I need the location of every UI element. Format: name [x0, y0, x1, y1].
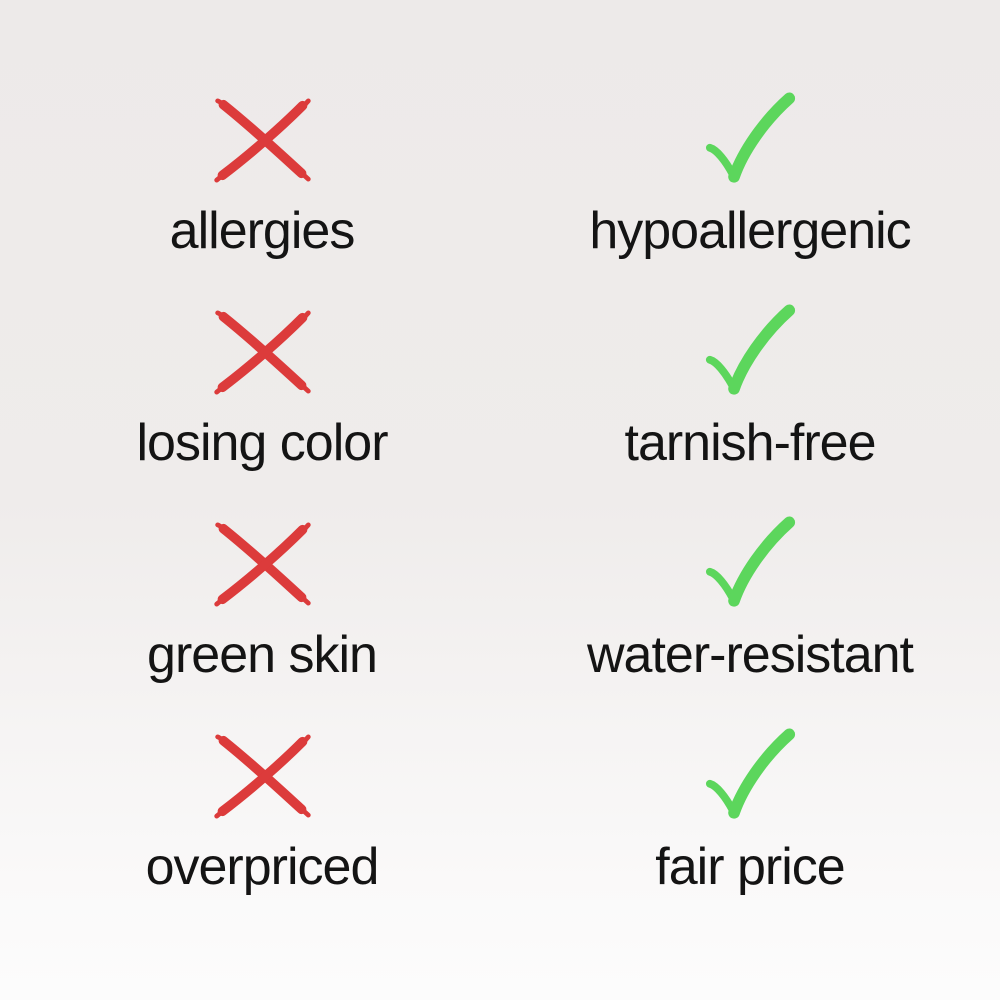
check-icon [704, 515, 797, 613]
negative-item: allergies [12, 92, 512, 304]
positive-item: water-resistant [500, 516, 1000, 728]
positive-item: tarnish-free [500, 304, 1000, 516]
cross-icon [210, 309, 315, 395]
positive-label: fair price [655, 838, 845, 896]
comparison-row: green skin water-resistant [0, 516, 1000, 728]
negative-item: losing color [12, 304, 512, 516]
positive-label: hypoallergenic [589, 202, 911, 260]
positive-item: fair price [500, 728, 1000, 940]
positive-label: water-resistant [587, 626, 914, 684]
comparison-row: allergies hypoallergenic [0, 92, 1000, 304]
cross-icon [210, 521, 315, 607]
positive-label: tarnish-free [624, 414, 877, 472]
negative-label: losing color [136, 414, 388, 472]
negative-item: overpriced [12, 728, 512, 940]
positive-item: hypoallergenic [500, 92, 1000, 304]
check-icon [704, 727, 797, 825]
comparison-row: losing color tarnish-free [0, 304, 1000, 516]
check-icon [704, 303, 797, 401]
check-icon [704, 91, 797, 189]
comparison-row: overpriced fair price [0, 728, 1000, 940]
cross-icon [210, 733, 315, 819]
negative-label: overpriced [145, 838, 380, 896]
negative-label: green skin [147, 626, 378, 684]
negative-item: green skin [12, 516, 512, 728]
negative-label: allergies [169, 202, 356, 260]
cross-icon [210, 97, 315, 183]
